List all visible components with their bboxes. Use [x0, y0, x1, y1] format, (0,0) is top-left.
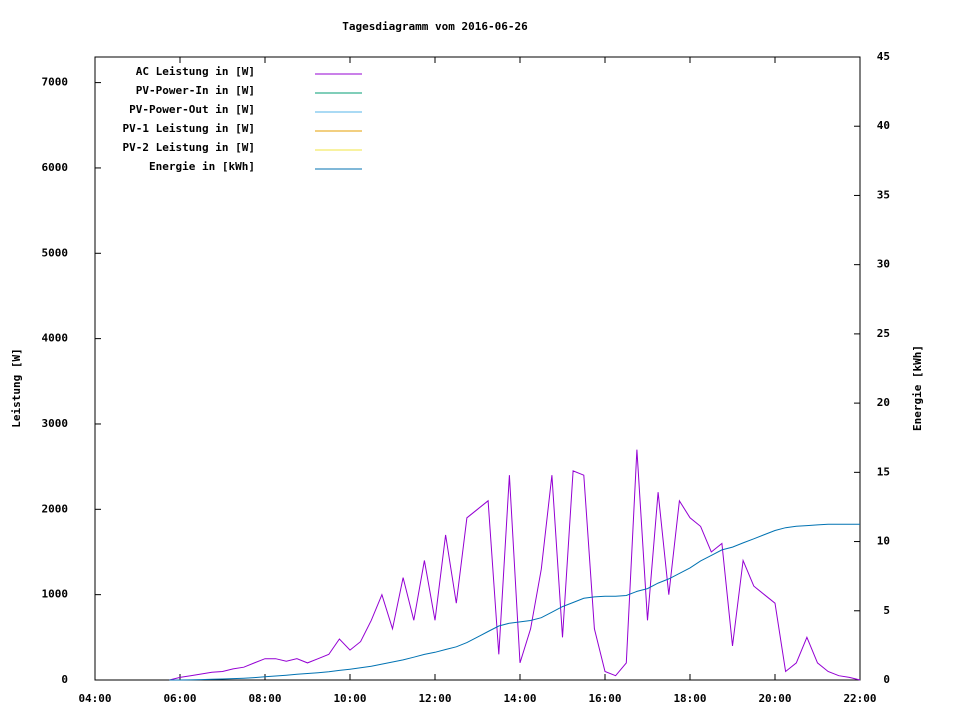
y-tick-label: 5000	[42, 246, 69, 259]
legend-label: PV-2 Leistung in [W]	[123, 141, 255, 154]
y-axis-label: Leistung [W]	[10, 348, 23, 427]
y2-tick-label: 30	[877, 258, 890, 271]
y2-tick-label: 40	[877, 119, 890, 132]
legend-label: AC Leistung in [W]	[136, 65, 255, 78]
y-tick-label: 2000	[42, 502, 69, 515]
x-tick-label: 14:00	[503, 692, 536, 705]
series-line	[169, 523, 860, 681]
y2-tick-label: 25	[877, 327, 890, 340]
y2-tick-label: 45	[877, 50, 890, 63]
y-tick-label: 1000	[42, 588, 69, 601]
x-tick-label: 20:00	[758, 692, 791, 705]
x-tick-label: 12:00	[418, 692, 451, 705]
y-tick-label: 7000	[42, 76, 69, 89]
legend-label: PV-Power-Out in [W]	[129, 103, 255, 116]
x-tick-label: 18:00	[673, 692, 706, 705]
y-tick-label: 4000	[42, 332, 69, 345]
series-line	[169, 449, 861, 681]
x-tick-label: 08:00	[248, 692, 281, 705]
x-tick-label: 22:00	[843, 692, 876, 705]
plot-frame	[94, 56, 861, 681]
chart-title: Tagesdiagramm vom 2016-06-26	[342, 20, 528, 33]
y2-tick-label: 15	[877, 465, 890, 478]
y2-tick-label: 5	[883, 604, 890, 617]
legend-label: PV-1 Leistung in [W]	[123, 122, 255, 135]
y2-tick-label: 35	[877, 188, 890, 201]
y2-tick-label: 20	[877, 396, 890, 409]
y2-tick-label: 0	[883, 673, 890, 686]
y2-axis-label: Energie [kWh]	[911, 345, 924, 431]
legend-label: PV-Power-In in [W]	[136, 84, 255, 97]
x-tick-label: 16:00	[588, 692, 621, 705]
x-tick-label: 10:00	[333, 692, 366, 705]
y-tick-label: 6000	[42, 161, 69, 174]
x-tick-label: 04:00	[78, 692, 111, 705]
y2-tick-label: 10	[877, 535, 890, 548]
legend-label: Energie in [kWh]	[149, 160, 255, 173]
x-tick-label: 06:00	[163, 692, 196, 705]
y-tick-label: 3000	[42, 417, 69, 430]
y-tick-label: 0	[61, 673, 68, 686]
